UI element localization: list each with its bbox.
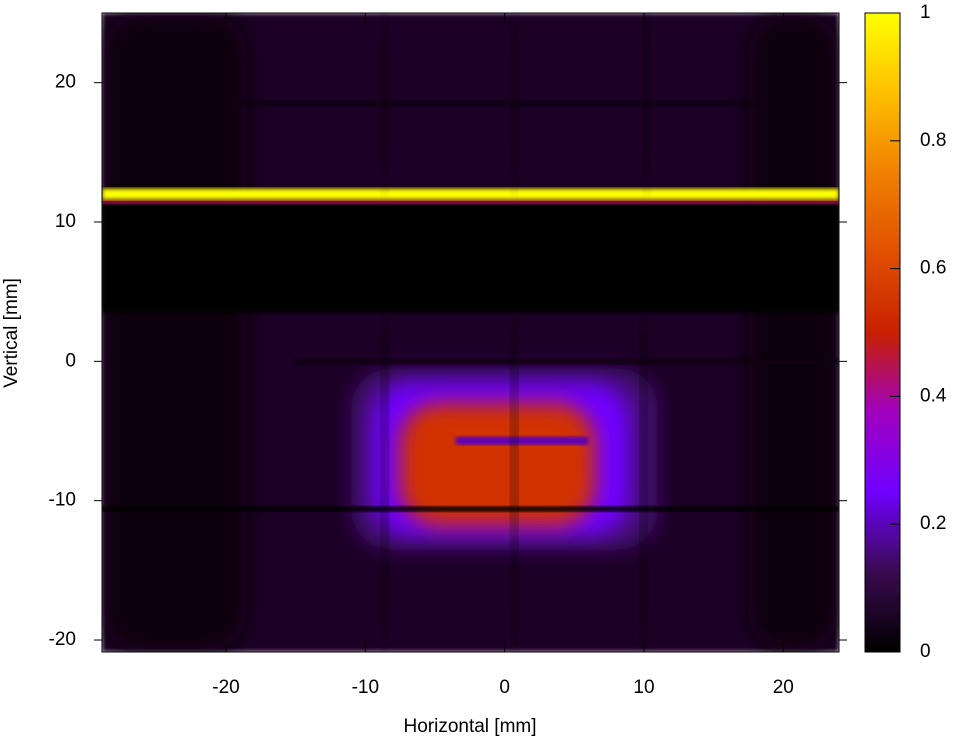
y-tick-label: 0: [65, 350, 76, 371]
heat-cell: [102, 506, 839, 512]
x-tick-label: -20: [212, 677, 239, 698]
x-tick-label: 10: [633, 677, 654, 698]
heat-cell: [295, 358, 839, 365]
heat-cell: [225, 100, 756, 107]
heat-cell: [455, 436, 589, 445]
y-tick-label: 20: [55, 72, 76, 93]
heat-cell: [382, 312, 388, 652]
heat-cell: [400, 403, 596, 526]
x-tick-label: -10: [352, 677, 379, 698]
x-tick-label: 0: [499, 677, 510, 698]
y-tick-label: -20: [49, 629, 76, 650]
y-axis-label: Vertical [mm]: [1, 278, 22, 388]
heat-cell: [748, 13, 839, 652]
heat-cell: [102, 188, 839, 200]
heat-cell: [102, 203, 839, 313]
x-axis-label: Horizontal [mm]: [403, 716, 536, 737]
colorbar-tick-label: 0.4: [920, 385, 947, 406]
y-tick-label: 10: [55, 211, 76, 232]
heat-cell: [511, 312, 518, 652]
colorbar-tick-label: 0.8: [920, 130, 946, 151]
colorbar: [864, 12, 901, 653]
heat-cell: [641, 312, 647, 652]
colorbar-tick-label: 0.2: [920, 513, 946, 534]
heat-cell: [102, 13, 247, 652]
colorbar-tick-label: 0: [920, 641, 931, 662]
x-tick-label: 20: [773, 677, 794, 698]
colorbar-tick-label: 0.6: [920, 258, 946, 279]
heat-cell: [102, 199, 839, 204]
y-tick-label: -10: [49, 490, 76, 511]
heatmap: [102, 13, 839, 652]
plot-frame: [101, 12, 840, 653]
colorbar-tick-label: 1: [920, 2, 931, 23]
